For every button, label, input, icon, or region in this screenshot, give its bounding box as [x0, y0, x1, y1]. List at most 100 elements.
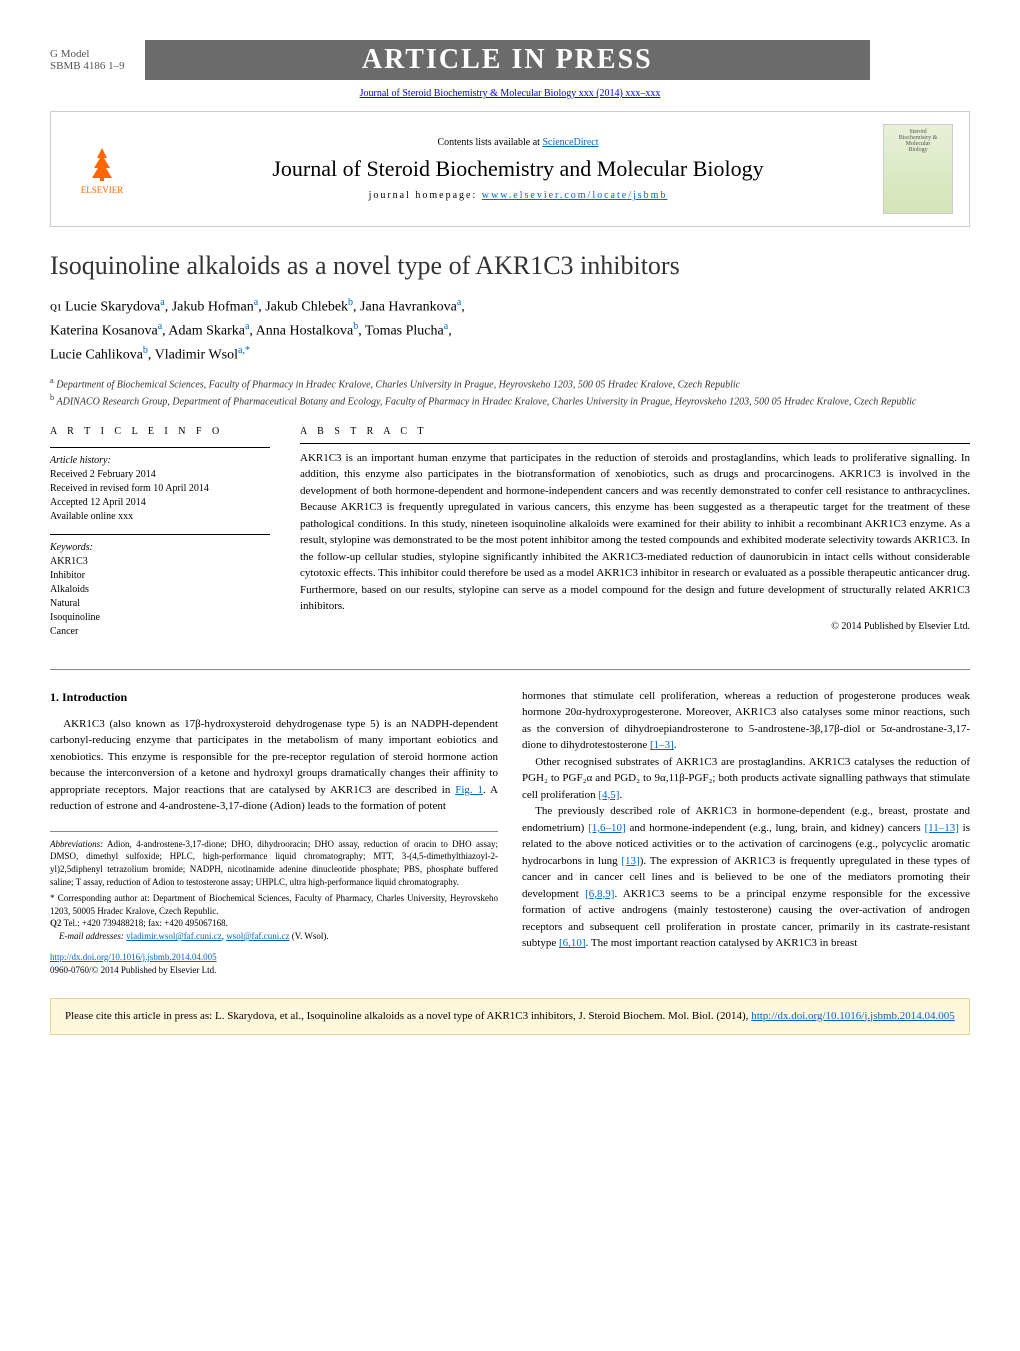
author-sep-1: , Jakub Hofman	[165, 300, 254, 315]
homepage-link[interactable]: www.elsevier.com/locate/jsbmb	[482, 190, 668, 201]
article-info-column: a r t i c l e i n f o Article history: R…	[50, 426, 270, 649]
author-sep-7: , Tomas Plucha	[358, 324, 443, 339]
keyword-1: AKR1C3	[50, 555, 270, 569]
email-1-link[interactable]: vladimir.wsol@faf.cuni.cz	[126, 931, 222, 941]
col2-paragraph-1: hormones that stimulate cell proliferati…	[522, 688, 970, 754]
fig-1-link[interactable]: Fig. 1	[455, 784, 483, 796]
email-footnote: E-mail addresses: vladimir.wsol@faf.cuni…	[50, 930, 498, 943]
affiliation-b: b ADINACO Research Group, Department of …	[50, 392, 970, 409]
doi-block: http://dx.doi.org/10.1016/j.jsbmb.2014.0…	[50, 951, 498, 978]
tel-text: Tel.: +420 739488218; fax: +420 49506716…	[64, 918, 228, 928]
contents-available-line: Contents lists available at ScienceDirec…	[153, 137, 883, 148]
elsevier-text: ELSEVIER	[81, 185, 124, 195]
footnotes-block: Abbreviations: Adion, 4-androstene-3,17-…	[50, 831, 498, 943]
c2p1b: .	[674, 739, 677, 751]
c2p3b: and hormone-independent (e.g., lung, bra…	[626, 822, 925, 834]
ref-6-8-9-link[interactable]: [6,8,9]	[585, 888, 614, 900]
history-label: Article history:	[50, 454, 270, 468]
author-sep-4: ,	[461, 300, 465, 315]
gmodel-id: SBMB 4186 1–9	[50, 60, 125, 72]
c2p3f: . The most important reaction catalysed …	[586, 937, 858, 949]
c2p1a: hormones that stimulate cell proliferati…	[522, 690, 970, 752]
article-in-press-banner: ARTICLE IN PRESS	[145, 40, 870, 80]
ref-11-13-link[interactable]: [11–13]	[924, 822, 958, 834]
authors-block: Q1 Lucie Skarydovaa, Jakub Hofmana, Jaku…	[50, 295, 970, 367]
c2p2b: .	[619, 789, 622, 801]
keyword-4: Natural	[50, 597, 270, 611]
copyright-line: © 2014 Published by Elsevier Ltd.	[300, 621, 970, 632]
section-1-title: Introduction	[62, 690, 127, 704]
affil-b-text: ADINACO Research Group, Department of Ph…	[57, 397, 917, 408]
homepage-prefix: journal homepage:	[369, 190, 482, 201]
abbrev-label: Abbreviations:	[50, 839, 103, 849]
cover-text-4: Biology	[908, 147, 927, 153]
info-rule-1	[50, 447, 270, 448]
keyword-3: Alkaloids	[50, 583, 270, 597]
journal-title: Journal of Steroid Biochemistry and Mole…	[153, 156, 883, 182]
elsevier-tree-icon	[82, 143, 122, 183]
q2-label: Q2	[50, 918, 62, 928]
ref-1-6-10-link[interactable]: [1,6–10]	[588, 822, 626, 834]
corr-text: Corresponding author at: Department of B…	[50, 893, 498, 916]
section-1-number: 1.	[50, 690, 59, 704]
q1-label: Q1	[50, 303, 62, 313]
keyword-5: Isoquinoline	[50, 611, 270, 625]
ref-6-10-link[interactable]: [6,10]	[559, 937, 586, 949]
abstract-heading: a b s t r a c t	[300, 426, 970, 437]
abbreviations-footnote: Abbreviations: Adion, 4-androstene-3,17-…	[50, 838, 498, 888]
keywords-label: Keywords:	[50, 541, 270, 555]
ref-4-5-link[interactable]: [4,5]	[598, 789, 619, 801]
c2p2a: Other recognised substrates of AKR1C3 ar…	[522, 756, 970, 801]
author-5: Katerina Kosanova	[50, 324, 158, 339]
abstract-column: a b s t r a c t AKR1C3 is an important h…	[300, 426, 970, 649]
abstract-text: AKR1C3 is an important human enzyme that…	[300, 450, 970, 615]
author-10-affil: a,	[238, 345, 245, 356]
abbrev-text: Adion, 4-androstene-3,17-dione; DHO, dih…	[50, 839, 498, 887]
contents-prefix: Contents lists available at	[437, 137, 542, 148]
keywords-block: Keywords: AKR1C3 Inhibitor Alkaloids Nat…	[50, 541, 270, 639]
intro-paragraph-1: AKR1C3 (also known as 17β-hydroxysteroid…	[50, 716, 498, 815]
body-column-left: 1. Introduction AKR1C3 (also known as 17…	[50, 688, 498, 978]
journal-masthead-box: ELSEVIER Contents lists available at Sci…	[50, 111, 970, 227]
doi-link[interactable]: http://dx.doi.org/10.1016/j.jsbmb.2014.0…	[50, 952, 217, 962]
received-date: Received 2 February 2014	[50, 468, 270, 482]
author-1: Lucie Skarydova	[65, 300, 160, 315]
online-date: Available online xxx	[50, 510, 270, 524]
email-2-link[interactable]: wsol@faf.cuni.cz	[226, 931, 289, 941]
author-sep-3: , Jana Havrankova	[353, 300, 457, 315]
article-info-heading: a r t i c l e i n f o	[50, 426, 270, 441]
section-divider	[50, 669, 970, 670]
corresponding-author-mark: *	[245, 345, 250, 356]
author-sep-5: , Adam Skarka	[162, 324, 245, 339]
section-1-heading: 1. Introduction	[50, 688, 498, 706]
col2-paragraph-2: Other recognised substrates of AKR1C3 ar…	[522, 754, 970, 804]
ref-13-link[interactable]: [13]	[621, 855, 639, 867]
issn-copyright: 0960-0760/© 2014 Published by Elsevier L…	[50, 965, 216, 975]
body-two-columns: 1. Introduction AKR1C3 (also known as 17…	[50, 688, 970, 978]
affiliation-a: a Department of Biochemical Sciences, Fa…	[50, 375, 970, 392]
info-rule-2	[50, 534, 270, 535]
email-suffix: (V. Wsol).	[289, 931, 328, 941]
affil-a-text: Department of Biochemical Sciences, Facu…	[56, 379, 740, 390]
citation-box: Please cite this article in press as: L.…	[50, 998, 970, 1035]
author-sep-2: , Jakub Chlebek	[258, 300, 348, 315]
corresponding-footnote: * Corresponding author at: Department of…	[50, 892, 498, 917]
cite-text: Please cite this article in press as: L.…	[65, 1010, 751, 1022]
elsevier-logo: ELSEVIER	[67, 134, 137, 204]
revised-date: Received in revised form 10 April 2014	[50, 482, 270, 496]
author-9: Lucie Cahlikova	[50, 348, 143, 363]
body-column-right: hormones that stimulate cell proliferati…	[522, 688, 970, 978]
sciencedirect-link[interactable]: ScienceDirect	[542, 137, 598, 148]
abstract-rule	[300, 443, 970, 444]
tel-footnote: Q2 Tel.: +420 739488218; fax: +420 49506…	[50, 917, 498, 930]
journal-homepage-line: journal homepage: www.elsevier.com/locat…	[153, 190, 883, 201]
journal-reference-line: Journal of Steroid Biochemistry & Molecu…	[50, 88, 970, 99]
author-sep-6: , Anna Hostalkova	[249, 324, 353, 339]
cite-doi-link[interactable]: http://dx.doi.org/10.1016/j.jsbmb.2014.0…	[751, 1010, 955, 1022]
keyword-2: Inhibitor	[50, 569, 270, 583]
journal-center: Contents lists available at ScienceDirec…	[153, 137, 883, 201]
author-sep-8: ,	[448, 324, 452, 339]
ref-1-3-link[interactable]: [1–3]	[650, 739, 674, 751]
col2-paragraph-3: The previously described role of AKR1C3 …	[522, 803, 970, 952]
journal-reference-link[interactable]: Journal of Steroid Biochemistry & Molecu…	[360, 88, 661, 99]
